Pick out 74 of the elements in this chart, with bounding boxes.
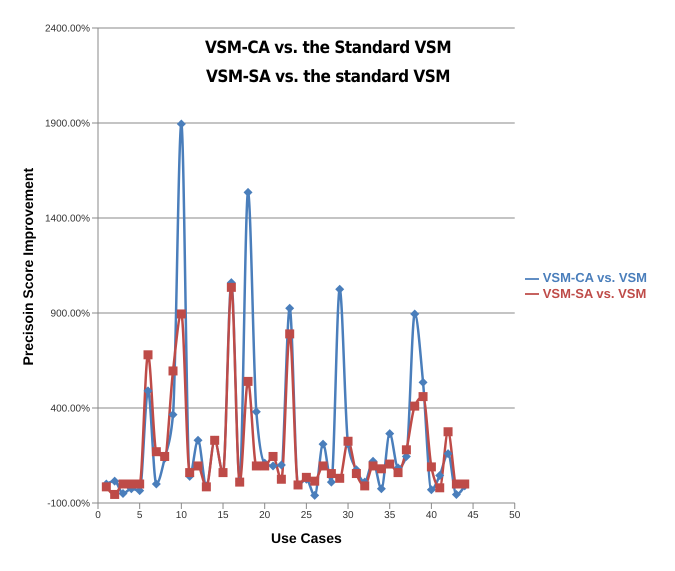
point bbox=[268, 452, 278, 461]
legend-label: VSM-CA vs. VSM bbox=[542, 270, 647, 285]
y-tick-label: 2400.00% bbox=[44, 24, 90, 35]
point bbox=[185, 468, 194, 478]
x-tick-label: 10 bbox=[176, 510, 188, 522]
y-tick-label: 400.00% bbox=[50, 404, 90, 415]
point bbox=[326, 469, 336, 478]
legend-label: VSM-SA vs. VSM bbox=[542, 286, 646, 300]
point bbox=[385, 460, 394, 469]
point bbox=[268, 461, 278, 470]
x-tick-label: 30 bbox=[342, 510, 354, 522]
point bbox=[244, 376, 253, 386]
y-tick-label: -100.00% bbox=[47, 498, 90, 510]
point bbox=[402, 445, 411, 454]
point bbox=[194, 461, 203, 470]
point bbox=[110, 490, 120, 499]
point bbox=[426, 485, 436, 494]
x-tick-label: 5 bbox=[136, 510, 143, 522]
y-tick-label: 1900.00% bbox=[44, 118, 90, 130]
x-tick-label: 50 bbox=[509, 510, 521, 522]
x-tick-label: 15 bbox=[217, 510, 230, 522]
y-tick-label: 900.00% bbox=[50, 308, 90, 320]
point bbox=[276, 474, 286, 484]
point bbox=[418, 392, 428, 402]
point bbox=[418, 378, 428, 387]
point bbox=[152, 480, 161, 488]
point bbox=[410, 309, 420, 318]
point bbox=[194, 436, 203, 445]
point bbox=[118, 489, 128, 498]
point bbox=[410, 402, 420, 411]
point bbox=[152, 447, 161, 456]
point bbox=[176, 309, 186, 318]
point bbox=[252, 407, 261, 416]
point bbox=[368, 461, 378, 470]
point bbox=[318, 461, 328, 470]
point bbox=[168, 410, 178, 420]
point bbox=[168, 366, 178, 376]
point bbox=[394, 468, 403, 478]
text: VSM-CA vs. the Standard VSM bbox=[204, 37, 452, 60]
x-tick-label: 45 bbox=[468, 510, 480, 522]
point bbox=[452, 490, 461, 499]
point bbox=[444, 449, 453, 458]
point bbox=[360, 481, 370, 490]
point bbox=[260, 461, 270, 470]
point bbox=[435, 470, 444, 480]
point bbox=[444, 427, 453, 436]
point bbox=[352, 469, 361, 478]
x-tick-label: 35 bbox=[384, 510, 396, 522]
point bbox=[118, 480, 128, 488]
point bbox=[318, 440, 328, 449]
x-axis-title: Use Cases bbox=[270, 530, 342, 546]
point bbox=[276, 460, 286, 470]
point bbox=[102, 482, 111, 492]
point bbox=[435, 483, 444, 492]
point bbox=[135, 480, 144, 488]
y-axis-title: Precisoin Score Improvement bbox=[20, 168, 36, 366]
text: VSM-SA vs. the standard VSM bbox=[205, 66, 451, 89]
point bbox=[426, 462, 436, 472]
point bbox=[335, 474, 344, 483]
x-tick-label: 40 bbox=[426, 510, 438, 522]
point bbox=[310, 490, 320, 500]
point bbox=[310, 476, 320, 486]
x-tick-label: 20 bbox=[259, 510, 271, 522]
point bbox=[285, 329, 294, 338]
y-tick-label: 1400.00% bbox=[44, 214, 90, 225]
point bbox=[344, 436, 353, 446]
point bbox=[110, 476, 120, 486]
point bbox=[144, 350, 153, 360]
point bbox=[376, 464, 386, 474]
x-tick-label: 0 bbox=[95, 510, 102, 522]
point bbox=[376, 484, 386, 494]
point bbox=[385, 429, 394, 438]
x-tick-label: 25 bbox=[300, 510, 312, 522]
point bbox=[226, 282, 236, 292]
